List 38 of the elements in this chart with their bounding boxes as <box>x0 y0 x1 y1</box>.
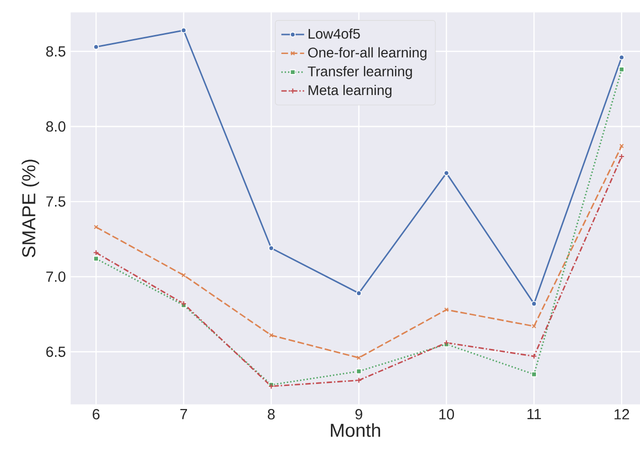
point <box>619 144 624 148</box>
y-tick-label: 8.5 <box>46 46 66 57</box>
point <box>356 356 362 360</box>
point <box>356 290 362 296</box>
x-tick-label: 8 <box>268 409 275 420</box>
point <box>268 245 274 252</box>
y-tick-label: 8.0 <box>46 121 66 132</box>
legend-label: One-for-all learning <box>308 47 426 60</box>
legend-label: Meta learning <box>308 84 392 98</box>
x-tick-label: 9 <box>355 409 362 420</box>
point <box>618 66 624 72</box>
point <box>444 307 449 312</box>
point <box>356 368 362 374</box>
point <box>444 170 450 176</box>
y-tick-label: 7.5 <box>46 196 66 207</box>
point <box>531 300 537 307</box>
point <box>531 371 537 378</box>
point <box>181 272 186 278</box>
x-tick-label: 10 <box>439 409 454 420</box>
x-tick-label: 6 <box>92 409 100 420</box>
y-tick-label: 7.0 <box>46 271 66 282</box>
point <box>93 256 99 262</box>
x-axis-title: Month <box>330 423 380 437</box>
point <box>532 324 536 328</box>
y-tick-label: 6.5 <box>46 346 66 357</box>
x-tick-label: 11 <box>528 409 541 420</box>
point <box>180 27 187 34</box>
legend-label: Transfer learning <box>308 66 412 80</box>
point <box>356 377 362 384</box>
point <box>269 333 274 338</box>
x-tick-label: 12 <box>614 409 630 420</box>
point <box>93 44 99 50</box>
point <box>531 353 537 360</box>
legend-label: Low4of5 <box>308 28 360 39</box>
y-axis-title: SMAPE (%) <box>22 160 40 258</box>
point <box>618 54 624 60</box>
x-tick-label: 7 <box>180 409 188 420</box>
point <box>94 224 98 230</box>
